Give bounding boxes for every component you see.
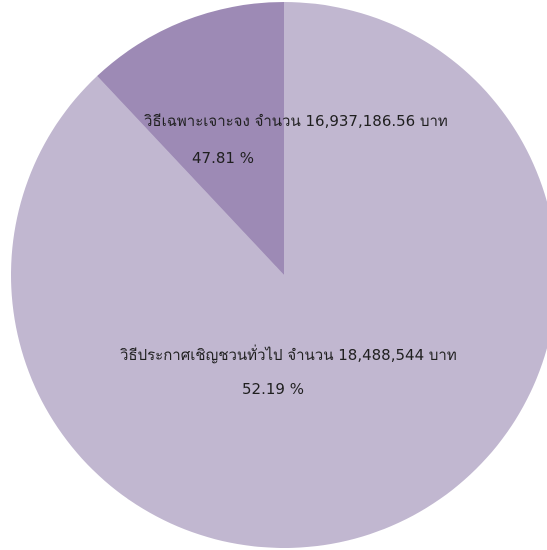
slice-label-specific-method: วิธีเฉพาะเจาะจง จำนวน 16,937,186.56 บาท [143, 112, 447, 130]
slice-label-general-invitation: วิธีประกาศเชิญชวนทั่วไป จำนวน 18,488,544… [119, 344, 456, 364]
slice-percent-general-invitation: 52.19 % [242, 380, 304, 398]
slice-percent-specific-method: 47.81 % [192, 149, 254, 167]
pie-slice-specific-method [97, 2, 284, 275]
pie-slices [11, 2, 547, 548]
pie-slice-general-invitation [11, 2, 547, 548]
